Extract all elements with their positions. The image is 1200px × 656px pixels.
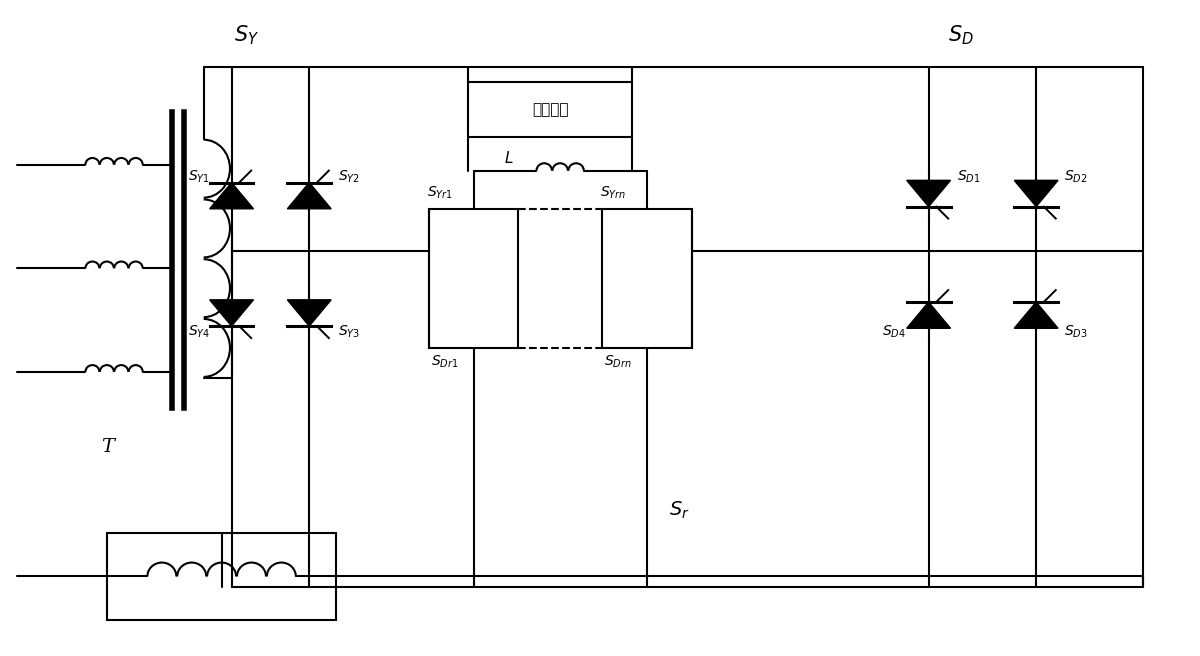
Bar <box>428 209 518 348</box>
Text: $S_r$: $S_r$ <box>670 500 690 521</box>
Polygon shape <box>287 182 331 209</box>
Text: $S_{D3}$: $S_{D3}$ <box>1064 324 1088 340</box>
Text: $S_{D4}$: $S_{D4}$ <box>882 324 906 340</box>
Bar <box>468 82 632 137</box>
Text: $S_{D1}$: $S_{D1}$ <box>956 169 980 185</box>
Polygon shape <box>210 182 253 209</box>
Text: $S_{Yrn}$: $S_{Yrn}$ <box>600 184 626 201</box>
Polygon shape <box>1014 302 1058 328</box>
Text: T: T <box>101 438 114 457</box>
Text: $S_{Y2}$: $S_{Y2}$ <box>338 169 360 185</box>
Bar <box>107 533 336 620</box>
Text: $S_Y$: $S_Y$ <box>234 24 259 47</box>
Text: $S_D$: $S_D$ <box>948 24 973 47</box>
Text: $S_{Drn}$: $S_{Drn}$ <box>604 354 631 370</box>
Text: 直流负载: 直流负载 <box>532 102 569 117</box>
Text: $S_{Dr1}$: $S_{Dr1}$ <box>431 354 458 370</box>
Text: $S_{Y4}$: $S_{Y4}$ <box>187 324 210 340</box>
Text: $S_{Yr1}$: $S_{Yr1}$ <box>427 184 452 201</box>
Text: $S_{Y1}$: $S_{Y1}$ <box>187 169 210 185</box>
Polygon shape <box>907 180 950 207</box>
Bar <box>602 209 691 348</box>
Text: $S_{D2}$: $S_{D2}$ <box>1064 169 1087 185</box>
Polygon shape <box>287 300 331 326</box>
Polygon shape <box>907 302 950 328</box>
Polygon shape <box>1014 180 1058 207</box>
Text: $S_{Y3}$: $S_{Y3}$ <box>338 324 360 340</box>
Polygon shape <box>210 300 253 326</box>
Text: L: L <box>504 151 512 166</box>
